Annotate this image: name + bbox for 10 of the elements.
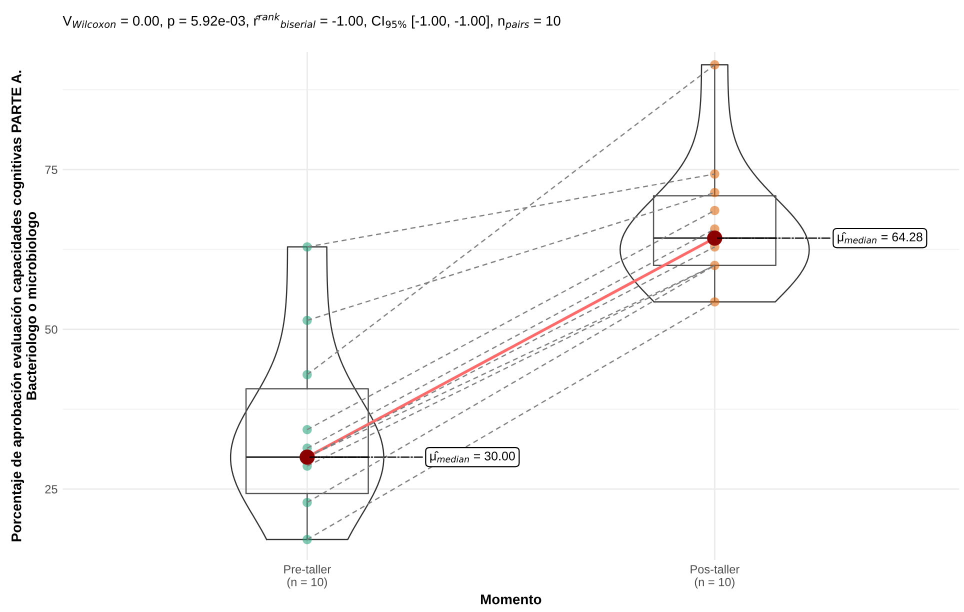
annotation: μ̂$_{median}$ = 30.00 [430, 451, 515, 463]
y-tick-label: 25 [45, 485, 58, 494]
y-axis-title: Porcentaje de aprobación evaluación capacidades cognitivas PARTE A. Bacteriologo o microbiologo [10, 70, 40, 542]
y-tick-label: 50 [45, 325, 58, 334]
x-axis-title: Momento [480, 594, 542, 604]
x-tick-label: Pos-taller (n = 10) [690, 564, 740, 589]
y-tick-label: 75 [45, 166, 58, 174]
annotation: μ̂$_{median}$ = 64.28 [838, 232, 922, 244]
chart-title: V$_{Wilcoxon}$ = 0.00, p = 5.92e-03, r̂$^{rank}$$_{biserial}$ = -1.00, CI$_{95%}$ [-1.00, -1.00], n$_{pairs}$ = 10 [62, 12, 560, 30]
x-tick-label: Pre-taller (n = 10) [284, 564, 331, 589]
